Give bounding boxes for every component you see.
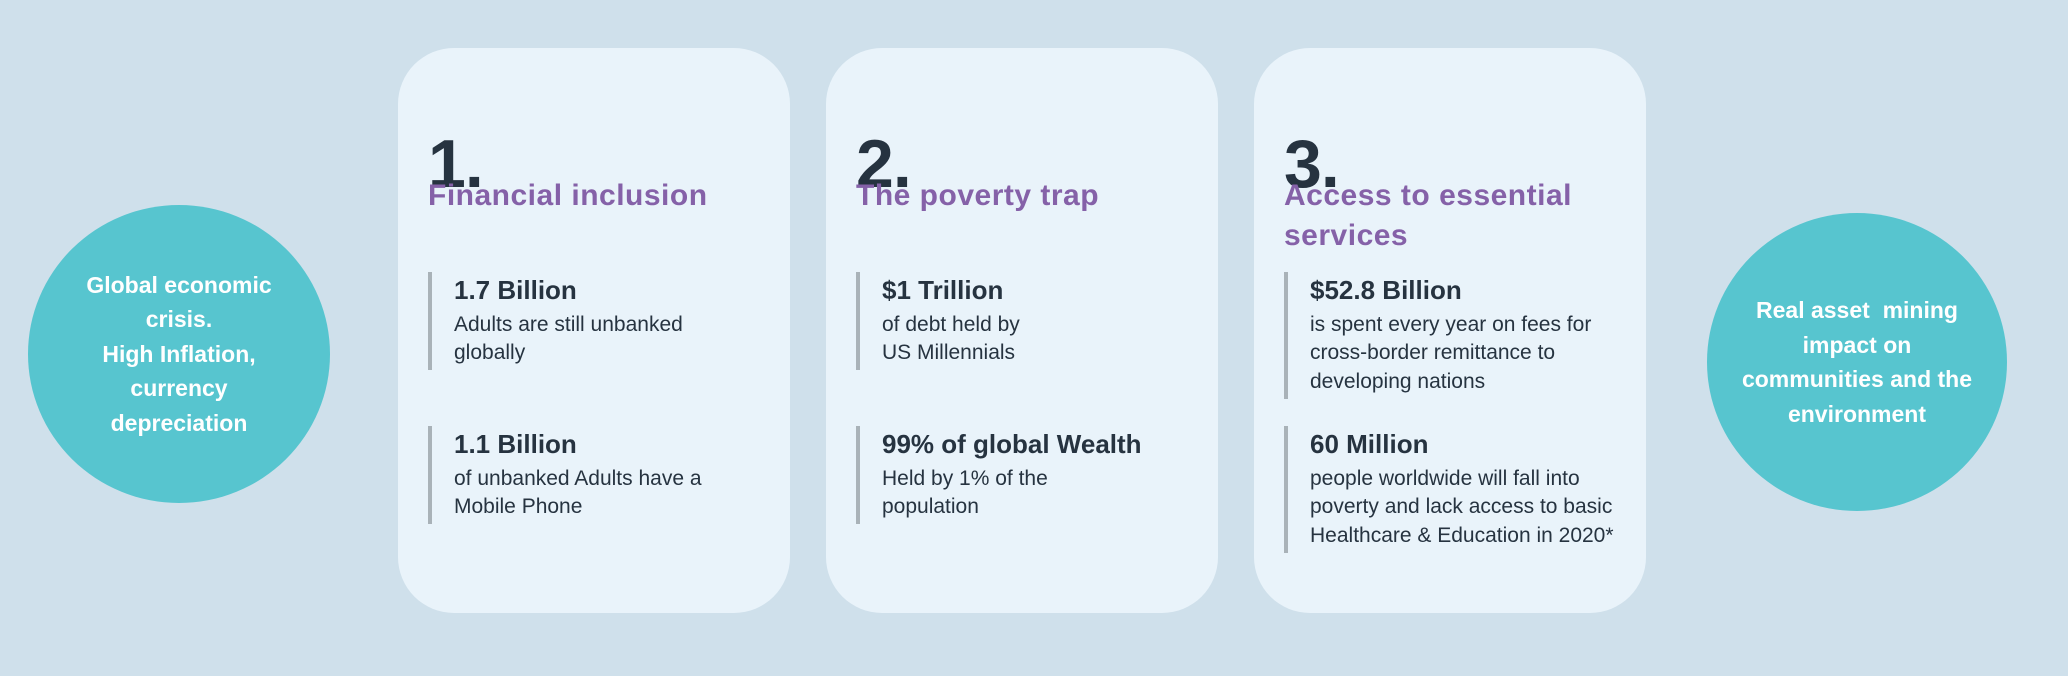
stat-value: $1 Trillion [882,275,1004,305]
stat-value: 99% of global Wealth [882,429,1142,459]
card-financial-inclusion: 1. Financial inclusion 1.7 Billion Adult… [398,48,790,613]
card-number: 3. [1284,126,1340,202]
stat-block: $1 Trillion of debt held by US Millennia… [856,272,1020,371]
stat-block: 60 Million people worldwide will fall in… [1284,426,1614,554]
card-poverty-trap: 2. The poverty trap $1 Trillion of debt … [826,48,1218,613]
left-circle-text: Global economic crisis. High Inflation, … [86,271,272,436]
right-circle-text: Real asset mining impact on communities … [1741,297,1973,427]
stat-value: 60 Million [1310,429,1429,459]
right-circle: Real asset mining impact on communities … [1707,213,2007,511]
stat-value: 1.1 Billion [454,429,577,459]
stat-description: is spent every year on fees for cross-bo… [1310,312,1592,394]
stat-description: of debt held by US Millennials [882,312,1020,365]
stat-description: Adults are still unbanked globally [454,312,683,365]
card-title: The poverty trap [856,179,1100,212]
left-circle: Global economic crisis. High Inflation, … [28,205,330,503]
card-title: Financial inclusion [428,179,708,212]
stat-block: $52.8 Billion is spent every year on fee… [1284,272,1592,400]
stat-description: people worldwide will fall into poverty … [1310,466,1614,548]
card-access-essential-services: 3. Access to essential services $52.8 Bi… [1254,48,1646,613]
cards-row: 1. Financial inclusion 1.7 Billion Adult… [398,48,1646,613]
stat-block: 1.1 Billion of unbanked Adults have a Mo… [428,426,702,525]
card-number: 2. [856,126,912,202]
stat-description: Held by 1% of the population [882,466,1048,519]
stat-value: $52.8 Billion [1310,275,1462,305]
stat-value: 1.7 Billion [454,275,577,305]
card-number: 1. [428,126,484,202]
stat-block: 99% of global Wealth Held by 1% of the p… [856,426,1142,525]
stat-block: 1.7 Billion Adults are still unbanked gl… [428,272,683,371]
stat-description: of unbanked Adults have a Mobile Phone [454,466,702,519]
card-title: Access to essential services [1284,179,1572,252]
